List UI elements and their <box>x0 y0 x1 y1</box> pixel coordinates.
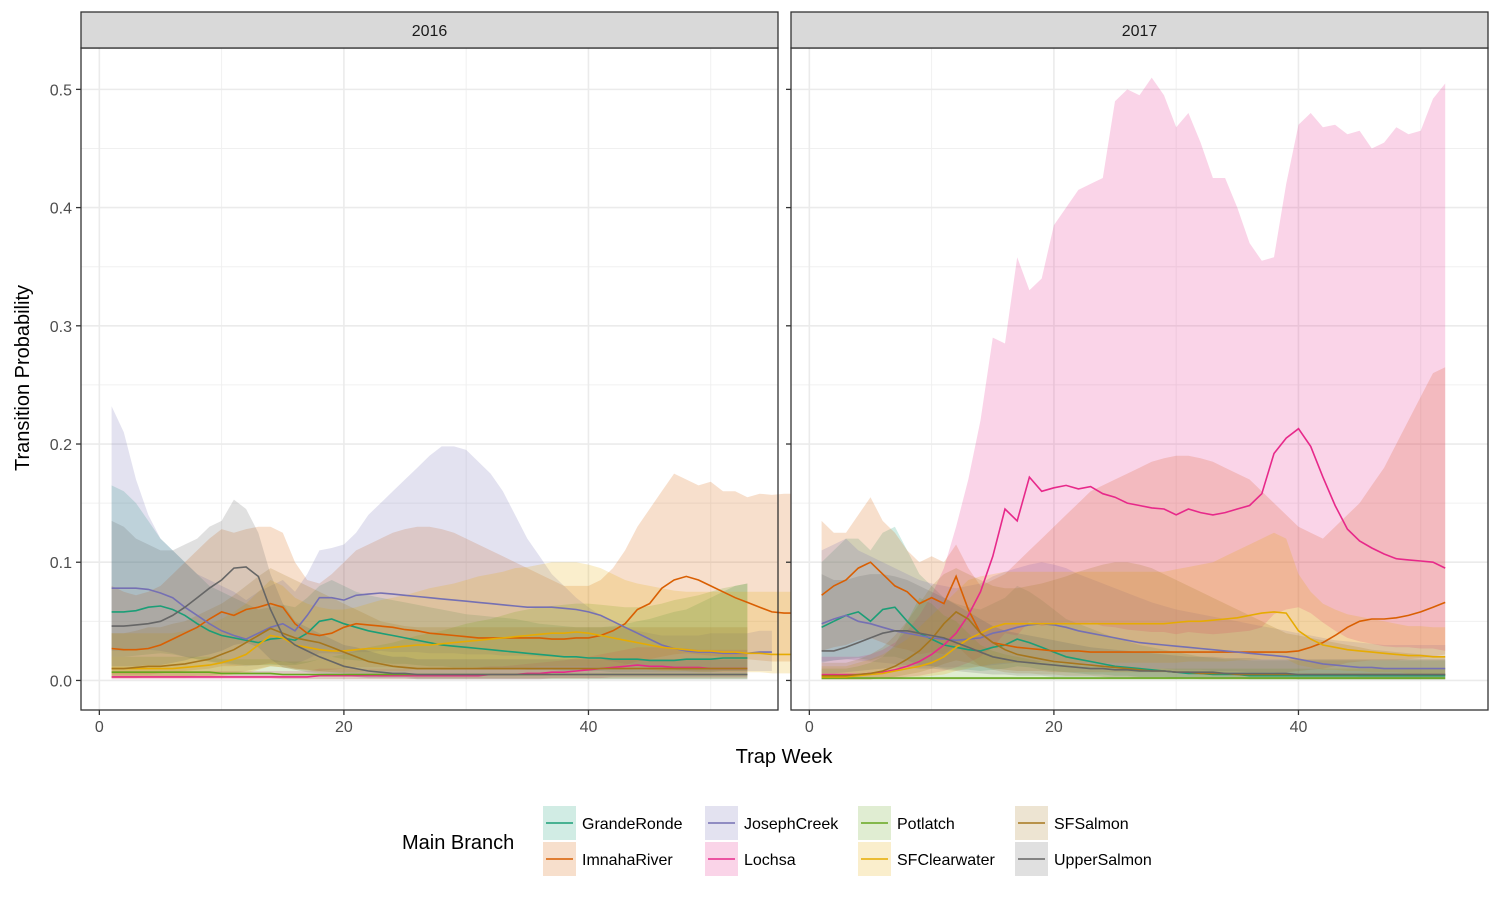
legend-label: GrandeRonde <box>582 816 683 833</box>
legend-label: SFClearwater <box>897 852 995 869</box>
y-tick-label: 0.4 <box>50 201 72 218</box>
legend-label: Potlatch <box>897 816 955 833</box>
line-Lochsa <box>821 427 1446 676</box>
plot-background <box>81 48 778 710</box>
ribbon-SFClearwater <box>111 562 797 679</box>
chart-panels: 2016 0 20 40 0.0 0.1 0.2 0.3 0.4 0.5 2017 0 20 40 <box>50 11 1489 736</box>
line-GrandeRonde <box>111 605 748 662</box>
facet-strip-label: 2016 <box>412 23 448 40</box>
x-tick-label: 40 <box>1290 719 1308 736</box>
line-SFSalmon <box>111 627 748 670</box>
x-tick-label: 0 <box>805 719 814 736</box>
line-JosephCreek <box>821 614 1446 670</box>
ribbon-UpperSalmon <box>111 499 748 680</box>
series-lines <box>111 566 797 678</box>
legend-item-SFSalmon: SFSalmon <box>1015 806 1129 840</box>
line-UpperSalmon <box>821 629 1446 676</box>
x-tick-label: 20 <box>1045 719 1063 736</box>
x-axis-title: Trap Week <box>736 746 834 768</box>
ribbon-Lochsa <box>821 77 1446 680</box>
x-tick-label: 0 <box>95 719 104 736</box>
line-Lochsa <box>111 664 748 678</box>
y-tick-label: 0.5 <box>50 82 72 99</box>
x-tick-label: 20 <box>335 719 353 736</box>
panel-2016: 2016 0 20 40 0.0 0.1 0.2 0.3 0.4 0.5 <box>50 11 797 736</box>
panel-2017: 2017 0 20 40 <box>786 11 1489 736</box>
ribbon-JosephCreek <box>821 538 1446 677</box>
line-SFClearwater <box>111 631 797 670</box>
legend-item-UpperSalmon: UpperSalmon <box>1015 842 1152 876</box>
y-tick-label: 0.0 <box>50 673 72 690</box>
line-ImnahaRiver <box>821 561 1446 653</box>
x-tick-label: 40 <box>580 719 598 736</box>
y-axis-title: Transition Probability <box>12 285 34 471</box>
legend-item-Potlatch: Potlatch <box>858 806 955 840</box>
legend-label: ImnahaRiver <box>582 852 673 869</box>
ribbon-Lochsa <box>111 647 748 680</box>
gridlines <box>791 48 1488 710</box>
line-UpperSalmon <box>111 566 748 676</box>
ribbon-GrandeRonde <box>111 485 748 673</box>
y-tick-label: 0.3 <box>50 319 72 336</box>
legend-item-SFClearwater: SFClearwater <box>858 842 995 876</box>
ribbon-Potlatch <box>821 597 1446 680</box>
facet-strip <box>80 11 779 49</box>
ribbon-Potlatch <box>111 583 748 680</box>
legend: Main Branch GrandeRonde ImnahaRiver Joseph… <box>402 806 1152 876</box>
legend-label: JosephCreek <box>744 816 839 833</box>
line-JosephCreek <box>111 587 772 655</box>
legend-label: UpperSalmon <box>1054 852 1152 869</box>
y-tick-label: 0.1 <box>50 555 72 572</box>
ribbon-SFSalmon <box>111 568 748 679</box>
ribbon-SFClearwater <box>821 532 1446 680</box>
legend-item-Lochsa: Lochsa <box>705 842 796 876</box>
y-tick-label: 0.2 <box>50 437 72 454</box>
series-lines <box>821 427 1446 679</box>
legend-label: Lochsa <box>744 852 796 869</box>
legend-title: Main Branch <box>402 832 514 854</box>
legend-item-JosephCreek: JosephCreek <box>705 806 839 840</box>
plot-background <box>791 48 1488 710</box>
facet-strip-label: 2017 <box>1122 23 1158 40</box>
ribbon-GrandeRonde <box>821 526 1446 680</box>
legend-item-ImnahaRiver: ImnahaRiver <box>543 842 673 876</box>
ribbon-UpperSalmon <box>821 574 1446 680</box>
facet-strip <box>790 11 1489 49</box>
legend-item-GrandeRonde: GrandeRonde <box>543 806 683 840</box>
line-SFClearwater <box>821 611 1446 678</box>
line-ImnahaRiver <box>111 575 797 651</box>
legend-label: SFSalmon <box>1054 816 1129 833</box>
